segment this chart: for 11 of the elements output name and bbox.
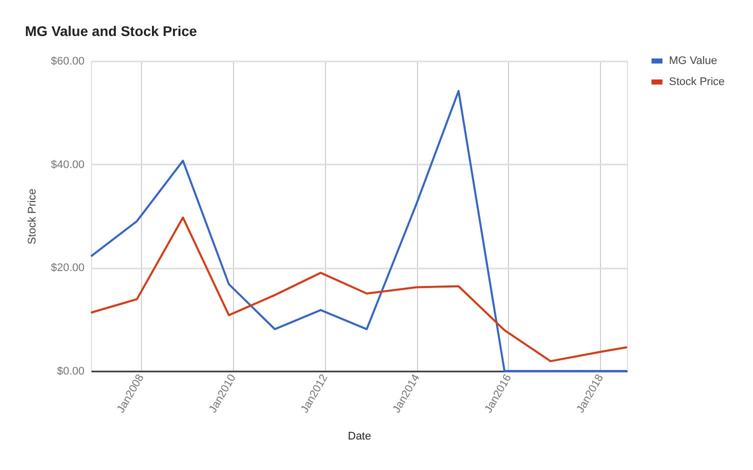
y-tick-label: $20.00 — [50, 262, 84, 274]
legend-label: MG Value — [669, 55, 718, 67]
x-axis-title: Date — [348, 430, 372, 442]
line-series — [90, 90, 628, 372]
y-tick-label: $0.00 — [56, 366, 84, 378]
y-tick-label: $40.00 — [50, 158, 84, 171]
legend-label: Stock Price — [669, 76, 725, 88]
chart-title: MG Value and Stock Price — [25, 23, 198, 39]
y-tick-label: $60.00 — [50, 56, 84, 68]
line-series — [90, 216, 628, 362]
y-axis-title: Stock Price — [26, 188, 38, 244]
